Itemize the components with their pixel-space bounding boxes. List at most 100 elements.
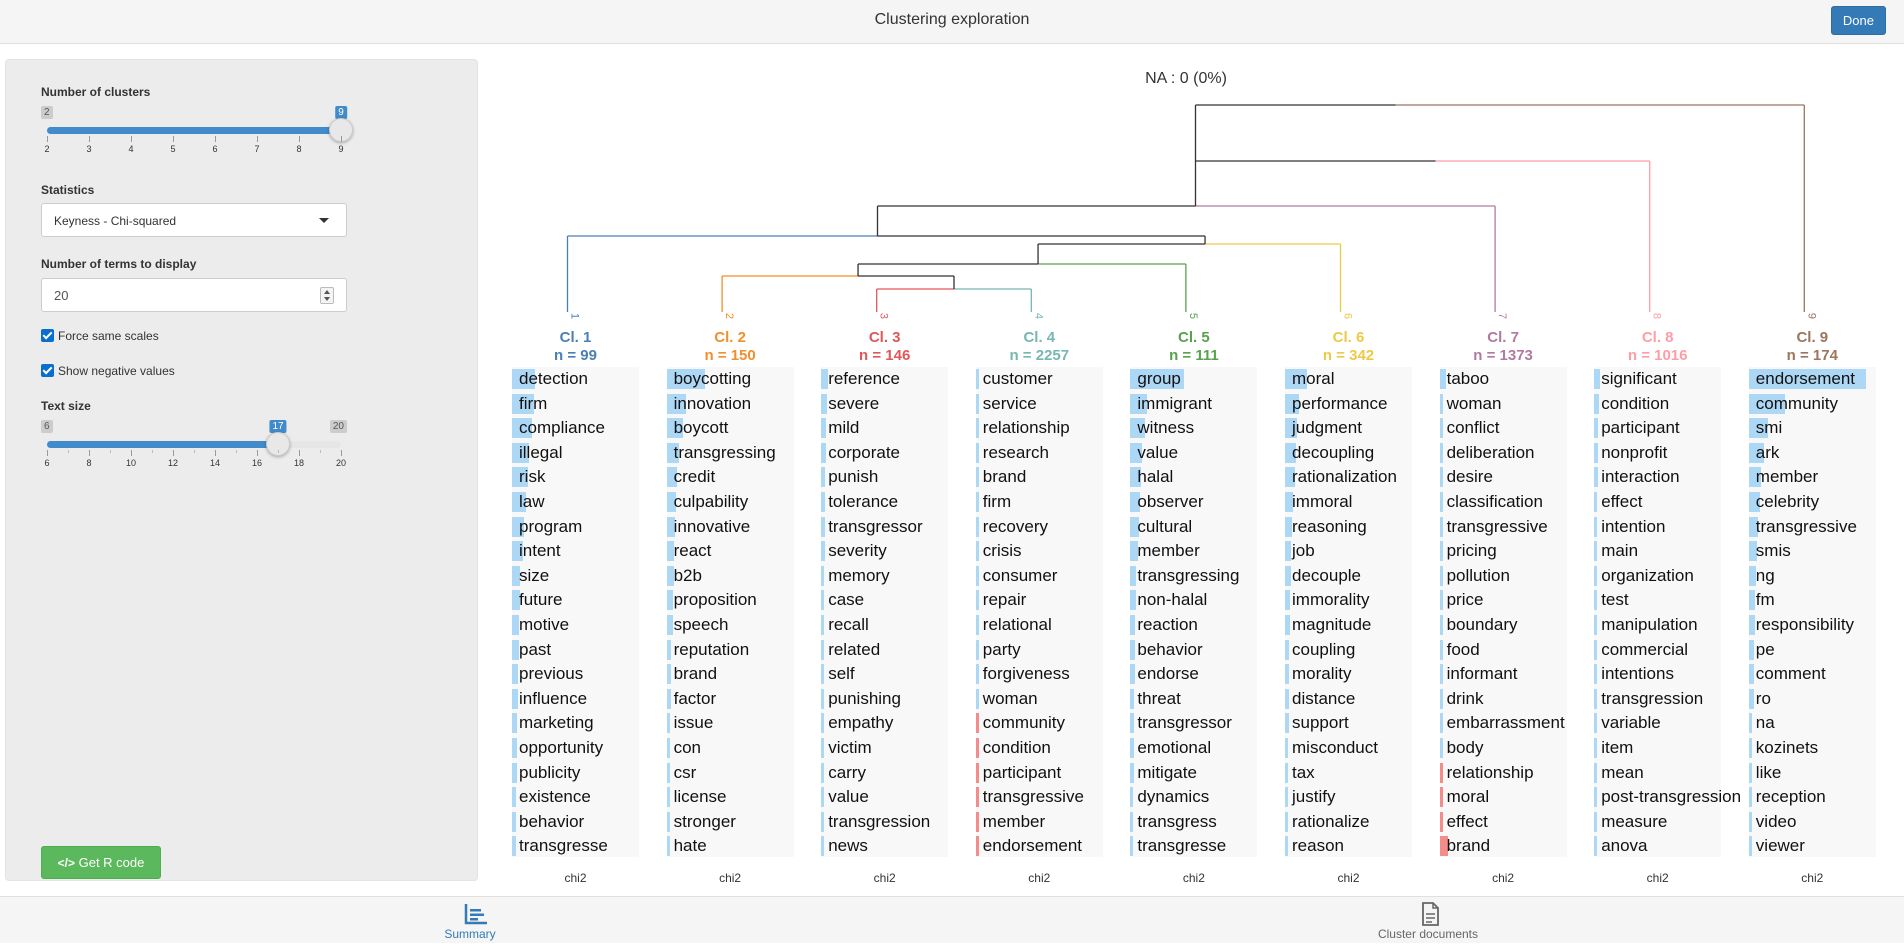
term-label: pricing xyxy=(1446,541,1497,561)
score-bar xyxy=(1594,590,1598,611)
tab-cluster-documents[interactable]: Cluster documents xyxy=(952,897,1904,944)
score-bar xyxy=(1130,590,1137,611)
score-bar xyxy=(666,787,671,808)
term-row: future xyxy=(512,588,644,612)
num-terms-input[interactable]: 20 xyxy=(41,278,347,312)
score-bar xyxy=(1594,492,1598,512)
term-row: intentions xyxy=(1594,662,1726,686)
show-negative-label: Show negative values xyxy=(58,364,175,378)
score-bar xyxy=(821,369,829,389)
tab-summary[interactable]: Summary xyxy=(0,897,952,944)
term-row: rationalize xyxy=(1285,810,1417,834)
score-bar xyxy=(1748,516,1759,537)
term-label: compliance xyxy=(519,418,605,438)
score-bar xyxy=(1130,787,1134,808)
term-label: empathy xyxy=(828,713,894,733)
score-bar xyxy=(1130,565,1137,586)
stat-label: chi2 xyxy=(1182,871,1205,885)
term-label: observer xyxy=(1137,492,1204,511)
term-label: embarrassment xyxy=(1446,713,1565,733)
term-row: endorsement xyxy=(975,834,1108,858)
term-label: effect xyxy=(1446,811,1488,831)
score-bar xyxy=(821,787,825,808)
score-bar xyxy=(1130,762,1134,783)
score-bar xyxy=(1130,393,1148,414)
show-negative-checkbox[interactable]: Show negative values xyxy=(41,364,175,378)
header-bar: Clustering exploration Done xyxy=(0,0,1904,44)
term-label: speech xyxy=(673,615,729,634)
score-bar xyxy=(1594,467,1598,488)
term-row: severity xyxy=(821,539,953,563)
score-bar xyxy=(666,516,675,537)
term-label: community xyxy=(1755,393,1838,413)
num-clusters-slider-tick xyxy=(173,136,174,142)
term-row: detection xyxy=(512,367,644,391)
text-size-slider-value-label: 17 xyxy=(269,420,287,433)
score-bar xyxy=(1285,565,1291,586)
term-label: condition xyxy=(982,738,1051,757)
term-label: woman xyxy=(1446,393,1502,413)
score-bar xyxy=(975,393,979,414)
term-row: food xyxy=(1439,638,1572,662)
negative-score-bar xyxy=(1439,811,1444,832)
text-size-slider-minor-tick xyxy=(68,450,69,453)
term-row: reasoning xyxy=(1285,515,1417,539)
score-bar xyxy=(1439,516,1443,537)
term-row: variable xyxy=(1594,711,1726,735)
score-bar xyxy=(1439,738,1443,758)
done-button[interactable]: Done xyxy=(1830,6,1886,35)
term-row: pollution xyxy=(1439,564,1572,588)
negative-score-bar xyxy=(975,713,979,734)
num-clusters-slider[interactable]: 2 9 2 3 4 5 6 7 8 9 xyxy=(41,106,353,162)
cluster-title: Cl. 3 xyxy=(868,329,901,346)
term-bar-chart: moral performance judgment decoupling ration… xyxy=(1285,367,1412,857)
num-clusters-slider-tick xyxy=(341,136,342,142)
negative-score-bar xyxy=(975,787,979,808)
num-clusters-slider-tick-label: 8 xyxy=(296,144,302,154)
term-row: main xyxy=(1594,539,1726,563)
num-clusters-slider-tick xyxy=(47,136,48,142)
score-bar xyxy=(821,836,825,857)
get-r-code-button[interactable]: </> Get R code xyxy=(41,846,161,879)
document-icon xyxy=(1422,902,1439,926)
score-bar xyxy=(821,738,825,758)
term-label: mild xyxy=(828,418,860,438)
term-row: morality xyxy=(1285,662,1417,686)
text-size-slider-tick xyxy=(215,450,216,456)
num-clusters-slider-handle[interactable] xyxy=(329,118,353,142)
term-row: research xyxy=(975,441,1108,465)
term-row: community xyxy=(1748,392,1881,416)
term-label: pe xyxy=(1755,639,1775,659)
score-bar xyxy=(1439,713,1443,734)
score-bar xyxy=(666,418,684,439)
term-label: corporate xyxy=(828,442,901,462)
number-spinner-icon[interactable] xyxy=(320,287,334,304)
term-label: issue xyxy=(673,713,714,733)
term-row: like xyxy=(1748,761,1881,785)
score-bar xyxy=(1594,688,1598,709)
cluster-title: Cl. 1 xyxy=(559,329,592,346)
term-label: value xyxy=(828,787,869,807)
score-bar xyxy=(1130,811,1134,832)
statistics-select[interactable]: Keyness - Chi-squared xyxy=(41,203,347,237)
force-same-scales-checkbox[interactable]: Force same scales xyxy=(41,329,159,343)
term-row: immorality xyxy=(1285,588,1417,612)
term-row: firm xyxy=(512,392,644,416)
score-bar xyxy=(666,492,677,512)
term-label: size xyxy=(519,565,550,585)
term-label: relationship xyxy=(1446,762,1534,782)
score-bar xyxy=(1594,516,1598,537)
term-row: past xyxy=(512,638,644,662)
term-label: intentions xyxy=(1601,664,1674,684)
term-bar-chart: customer service relationship research brand… xyxy=(975,367,1103,857)
score-bar xyxy=(1285,836,1288,857)
score-bar xyxy=(821,418,826,439)
score-bar xyxy=(666,811,670,832)
text-size-slider[interactable]: 6 17 20 6 8 10 12 14 16 18 20 xyxy=(41,420,347,476)
negative-score-bar xyxy=(1439,836,1448,857)
term-row: classification xyxy=(1439,490,1572,514)
